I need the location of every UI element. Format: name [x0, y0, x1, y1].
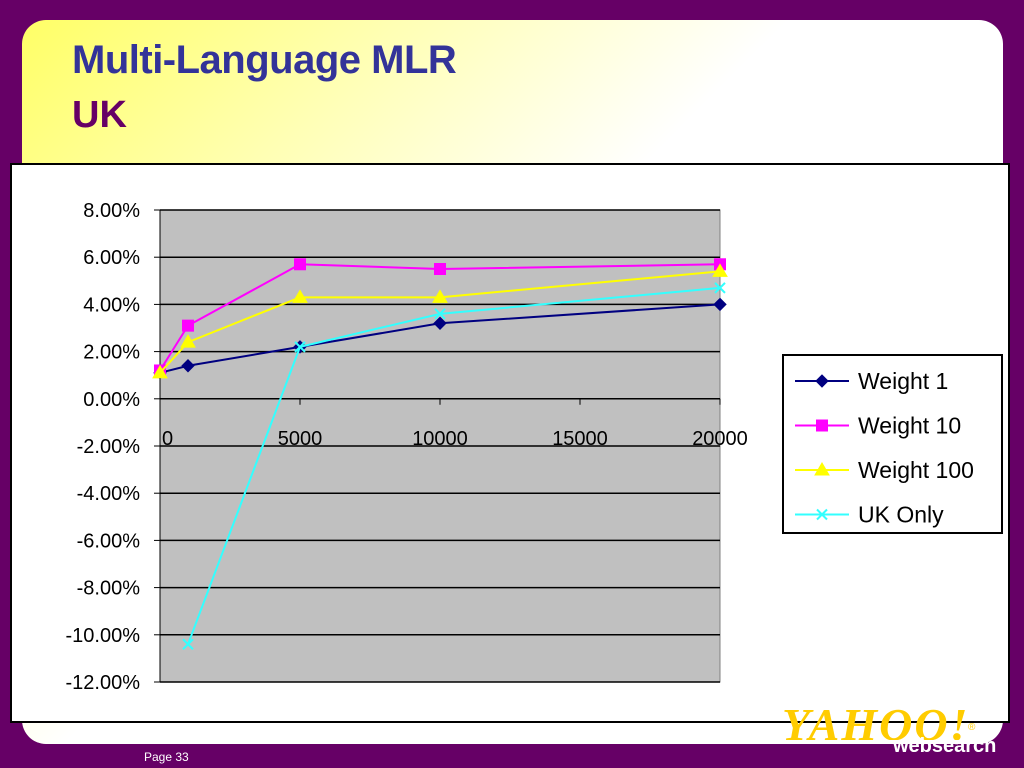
data-point-weight-10	[294, 258, 306, 271]
x-tick-label: 20000	[692, 428, 748, 450]
data-point-uk-only	[434, 308, 446, 320]
y-tick-label: 8.00%	[83, 200, 140, 222]
data-point-weight-10	[434, 263, 446, 275]
y-tick-label: 4.00%	[83, 294, 140, 316]
registered-mark: ®	[968, 722, 976, 733]
series-line-uk-only	[187, 286, 721, 645]
data-point-weight-10	[182, 319, 194, 332]
y-tick-label: 2.00%	[83, 342, 140, 364]
legend-label: Weight 100	[858, 457, 974, 483]
chart-svg: 8.00% 6.00% 4.00% 2.00% 0.00% -2.00% -4.00% -6.…	[66, 200, 1003, 694]
data-point-weight-1	[433, 316, 447, 330]
data-point-weight-100	[292, 289, 308, 303]
x-tick-label: 10000	[412, 428, 468, 450]
legend-label: UK Only	[858, 502, 944, 528]
data-point-weight-1	[181, 359, 195, 373]
data-point-uk-only	[182, 638, 194, 650]
y-tick-label: -12.00%	[66, 672, 141, 694]
brand-logo: YAHOO!	[782, 702, 970, 740]
legend-marker-weight-10	[816, 419, 828, 432]
data-point-weight-100	[432, 289, 448, 303]
y-tick-label: 6.00%	[83, 247, 140, 269]
legend-marker-weight-1	[815, 374, 829, 388]
data-point-uk-only	[714, 282, 726, 294]
legend-label: Weight 1	[858, 368, 948, 394]
y-tick-label: -8.00%	[77, 578, 141, 600]
legend-marker-weight-100	[814, 462, 830, 476]
x-tick-label: 5000	[278, 428, 323, 450]
y-tick-label: -10.00%	[66, 625, 141, 647]
y-tick-label: 0.00%	[83, 389, 140, 411]
y-tick-label: -4.00%	[77, 483, 141, 505]
data-point-weight-1	[713, 297, 727, 312]
legend-marker-uk-only	[816, 508, 828, 521]
legend-label: Weight 10	[858, 413, 961, 439]
page-number: Page 33	[144, 750, 189, 764]
data-point-weight-100	[712, 263, 728, 277]
x-tick-label: 15000	[552, 428, 608, 450]
y-tick-label: -6.00%	[77, 530, 141, 552]
brand-text: websearch	[893, 735, 997, 757]
x-tick-label: 0	[162, 428, 173, 450]
data-point-uk-only	[294, 341, 306, 353]
slide-title: Multi-Language MLR	[72, 38, 457, 82]
data-point-weight-100	[180, 334, 196, 348]
data-point-weight-100	[152, 364, 168, 379]
y-tick-label: -2.00%	[77, 436, 141, 458]
slide-subtitle: UK	[72, 94, 127, 136]
chart-container: 8.00% 6.00% 4.00% 2.00% 0.00% -2.00% -4.00% -6.…	[10, 163, 1010, 723]
